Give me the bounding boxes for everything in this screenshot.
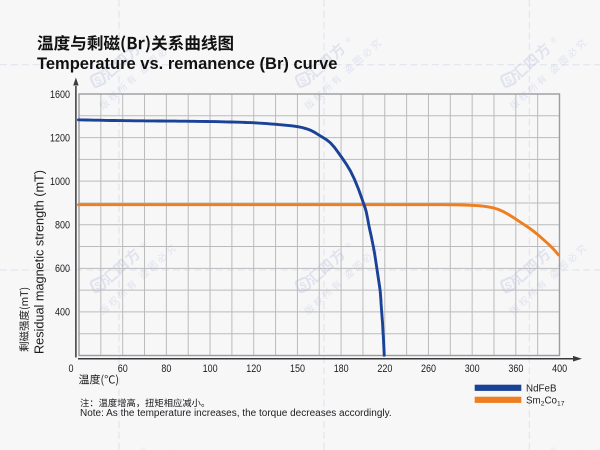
svg-text:400: 400 [55,307,70,319]
svg-text:Temperature vs. remanence (Br): Temperature vs. remanence (Br) curve [37,55,338,73]
svg-text:800: 800 [55,220,70,232]
svg-text:0: 0 [69,363,74,375]
svg-text:1200: 1200 [50,132,70,144]
svg-text:1000: 1000 [50,176,70,188]
svg-text:300: 300 [465,363,480,375]
svg-text:180: 180 [334,363,349,375]
svg-text:80: 80 [161,363,171,375]
svg-text:Sm2Co17: Sm2Co17 [526,395,565,407]
svg-text:150: 150 [290,363,305,375]
svg-text:NdFeB: NdFeB [526,383,557,394]
svg-text:Residual magnetic strength (mT: Residual magnetic strength (mT) [33,170,47,354]
svg-text:400: 400 [552,363,567,375]
svg-text:100: 100 [203,363,218,375]
svg-text:600: 600 [55,263,70,275]
svg-text:1600: 1600 [50,89,70,101]
svg-text:220: 220 [377,363,392,375]
svg-text:260: 260 [421,363,436,375]
svg-text:60: 60 [118,363,128,375]
svg-text:Note: As the temperature incre: Note: As the temperature increases, the … [80,408,392,419]
svg-text:360: 360 [508,363,523,375]
svg-text:120: 120 [246,363,261,375]
